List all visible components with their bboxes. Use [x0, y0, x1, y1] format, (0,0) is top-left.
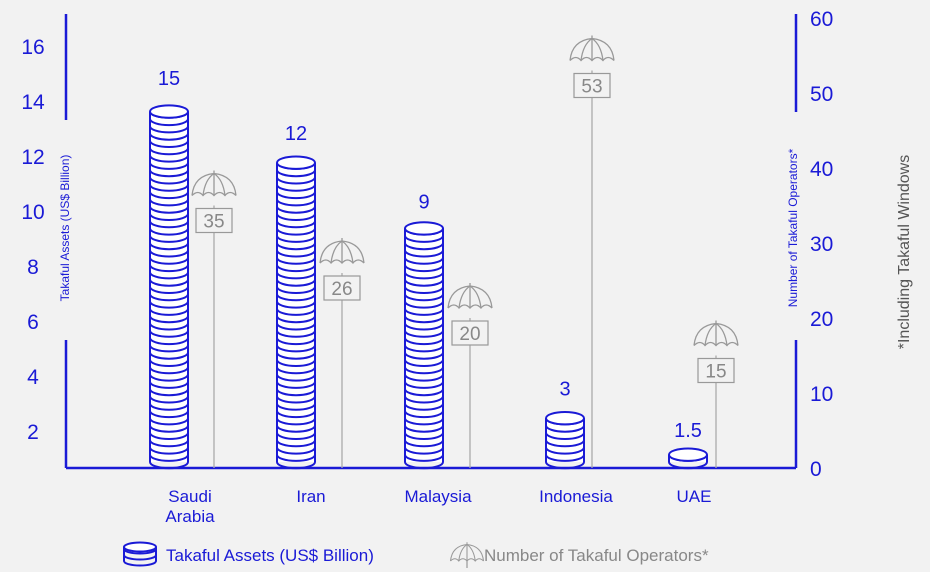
legend-operators-label: Number of Takaful Operators* — [484, 546, 709, 565]
asset-stack — [668, 447, 708, 470]
left-tick-label: 14 — [21, 91, 45, 114]
left-tick-label: 10 — [21, 201, 44, 224]
asset-value-label: 12 — [285, 123, 307, 145]
asset-stack — [404, 221, 444, 470]
right-tick-label: 50 — [810, 83, 833, 106]
operator-value-label: 26 — [331, 279, 352, 300]
x-tick-label: Malaysia — [404, 487, 472, 506]
left-tick-label: 6 — [27, 311, 39, 334]
operator-value-box — [451, 320, 489, 346]
x-tick-label: UAE — [677, 487, 712, 506]
right-tick-label: 20 — [810, 308, 833, 331]
umbrella-icon — [449, 542, 485, 568]
legend-assets-label: Takaful Assets (US$ Billion) — [166, 546, 374, 565]
side-note: *Including Takaful Windows — [896, 155, 913, 349]
left-tick-label: 16 — [21, 36, 44, 59]
coin-stack-icon — [123, 541, 157, 567]
x-tick-label: Iran — [296, 487, 325, 506]
operator-value-label: 15 — [705, 362, 726, 383]
operator-umbrella — [319, 238, 365, 264]
legend: Takaful Assets (US$ Billion) Number of Ta… — [123, 541, 709, 568]
right-tick-label: 30 — [810, 233, 833, 256]
operator-value-box — [573, 72, 611, 99]
right-tick-label: 60 — [810, 8, 833, 31]
right-axis-label: Number of Takaful Operators* — [786, 148, 800, 307]
asset-value-label: 1.5 — [674, 420, 702, 442]
asset-stack — [545, 411, 585, 470]
right-tick-label: 0 — [810, 458, 822, 481]
x-tick-label: Saudi Arabia — [165, 487, 215, 526]
asset-stack — [276, 155, 316, 470]
asset-stack — [149, 104, 189, 470]
marks: 15 35 12 26 9 20 3 53 1.5 15 — [149, 35, 739, 470]
x-tick-labels: Saudi Arabia Iran Malaysia Indonesia UAE — [165, 487, 711, 526]
operator-value-box — [195, 207, 233, 234]
right-ticks: 0 10 20 30 40 50 60 — [810, 8, 833, 481]
left-ticks: 2 4 6 8 10 12 14 16 — [21, 36, 45, 444]
x-tick-label: Indonesia — [539, 487, 613, 506]
left-tick-label: 12 — [21, 146, 44, 169]
axes: Takaful Assets (US$ Billion) Number of T… — [58, 14, 913, 470]
operator-value-label: 53 — [581, 77, 602, 98]
operator-umbrella — [569, 35, 615, 62]
asset-value-label: 3 — [559, 379, 570, 401]
operator-umbrella — [447, 283, 493, 309]
operator-value-box — [697, 357, 735, 384]
operator-value-box — [323, 275, 361, 301]
operator-umbrella — [693, 320, 739, 347]
right-tick-label: 40 — [810, 158, 833, 181]
asset-value-label: 15 — [158, 68, 180, 90]
left-tick-label: 2 — [27, 421, 39, 444]
operator-umbrella — [191, 170, 237, 197]
operator-value-label: 20 — [459, 324, 480, 345]
right-tick-label: 10 — [810, 383, 833, 406]
asset-value-label: 9 — [418, 192, 429, 214]
operator-value-label: 35 — [203, 212, 224, 233]
left-tick-label: 8 — [27, 256, 39, 279]
left-tick-label: 4 — [27, 366, 39, 389]
left-axis-label: Takaful Assets (US$ Billion) — [58, 155, 72, 302]
